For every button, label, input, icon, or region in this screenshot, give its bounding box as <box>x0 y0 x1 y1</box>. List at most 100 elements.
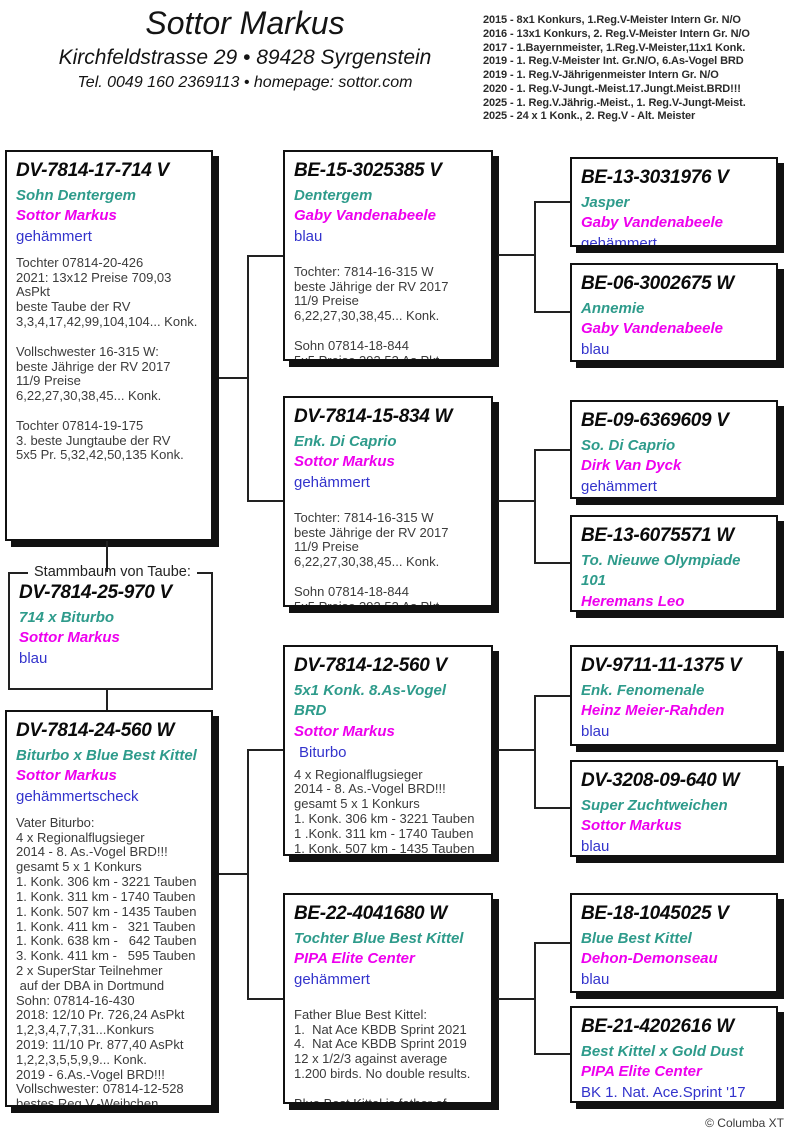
achievement-line: 2015 - 8x1 Konkurs, 1.Reg.V-Meister Inte… <box>483 14 741 26</box>
breeder-line: Sottor Markus <box>16 207 117 225</box>
results-text: Tochter: 7814-16-315 W beste Jährige der… <box>294 509 449 607</box>
achievement-line: 2025 - 24 x 1 Konk., 2. Reg.V - Alt. Mei… <box>483 110 696 123</box>
breeder-line: Dehon-Demonseau <box>581 950 718 968</box>
breeder-line: Sottor Markus <box>16 767 117 785</box>
ring-number: BE-06-3002675 W <box>581 273 734 294</box>
feather-line: gehämmert <box>581 478 657 496</box>
pedigree-box-dam-dam: BE-22-4041680 W Tochter Blue Best Kittel… <box>283 893 493 1104</box>
breeder-line: Heinz Meier-Rahden <box>581 702 725 720</box>
ring-number: BE-13-6075571 W <box>581 525 734 546</box>
feather-line: gehämmertscheck <box>16 788 139 806</box>
connector-line <box>498 749 535 751</box>
pedigree-box-dam-dam-sire: BE-18-1045025 V Blue Best Kittel Dehon-D… <box>570 893 778 993</box>
strain-line: Biturbo x Blue Best Kittel <box>16 746 197 764</box>
pedigree-box-dam: DV-7814-24-560 W Biturbo x Blue Best Kit… <box>5 710 213 1107</box>
connector-line <box>536 201 570 203</box>
loft-address: Kirchfeldstrasse 29 • 89428 Syrgenstein <box>58 46 432 70</box>
connector-line <box>536 311 570 313</box>
feather-line: blau <box>581 971 610 989</box>
strain-line: Tochter Blue Best Kittel <box>294 929 464 947</box>
feather-line: gehämmert <box>16 228 92 246</box>
pedigree-box-sire-sire: BE-15-3025385 V Dentergem Gaby Vandenabe… <box>283 150 493 361</box>
connector-line <box>106 690 108 710</box>
connector-line <box>498 998 535 1000</box>
ring-number: DV-7814-25-970 V <box>19 582 172 603</box>
pedigree-box-sire-dam-sire: BE-09-6369609 V So. Di Caprio Dirk Van D… <box>570 400 778 499</box>
pedigree-box-dam-dam-dam: BE-21-4202616 W Best Kittel x Gold Dust … <box>570 1006 778 1103</box>
ring-number: BE-13-3031976 V <box>581 167 729 188</box>
connector-line <box>534 695 536 809</box>
pedigree-box-sire-sire-sire: BE-13-3031976 V Jasper Gaby Vandenabeele… <box>570 157 778 247</box>
connector-line <box>536 1053 570 1055</box>
strain-line: Dentergem <box>294 186 373 204</box>
connector-line <box>247 255 249 502</box>
results-text: Vater Biturbo: 4 x Regionalflugsieger 20… <box>16 814 197 1107</box>
ring-number: BE-22-4041680 W <box>294 903 447 924</box>
connector-line <box>219 873 248 875</box>
pedigree-box-sire-sire-dam: BE-06-3002675 W Annemie Gaby Vandenabeel… <box>570 263 778 362</box>
achievement-line: 2019 - 1. Reg.V-Jährigenmeister Intern G… <box>483 69 719 81</box>
strain-line: Enk. Fenomenale <box>581 681 705 699</box>
breeder-line: Gaby Vandenabeele <box>294 207 437 225</box>
pedigree-box-dam-sire-sire: DV-9711-11-1375 V Enk. Fenomenale Heinz … <box>570 645 778 746</box>
feather-line: blau <box>581 838 610 856</box>
ring-number: BE-21-4202616 W <box>581 1016 734 1037</box>
connector-line <box>249 998 283 1000</box>
breeder-line: Sottor Markus <box>581 817 682 835</box>
ring-number: DV-7814-17-714 V <box>16 160 169 181</box>
breeder-line: Heremans Leo <box>581 593 685 611</box>
feather-line: gehämmert <box>581 235 657 247</box>
achievement-line: 2025 - 1. Reg.V.Jährig.-Meist., 1. Reg.V… <box>483 96 746 109</box>
results-text: 4 x Regionalflugsieger 2014 - 8. As.-Vog… <box>294 766 475 856</box>
strain-line: Blue Best Kittel <box>581 929 692 947</box>
strain-line: So. Di Caprio <box>581 436 676 454</box>
results-text: Father Blue Best Kittel: 1. Nat Ace KBDB… <box>294 1006 471 1104</box>
feather-line: BK 1. Nat. Ace.Sprint '17 <box>581 1084 746 1102</box>
ring-number: BE-15-3025385 V <box>294 160 442 181</box>
strain-line: 5x1 Konk. 8.As-Vogel BRD <box>294 681 446 720</box>
ring-number: DV-7814-24-560 W <box>16 720 175 741</box>
connector-line <box>534 942 536 1055</box>
achievement-line: 2017 - 1.Bayernmeister, 1.Reg.V-Meister,… <box>483 41 746 54</box>
root-box-label: Stammbaum von Taube: <box>28 564 197 580</box>
results-text: Tochter 07814-20-426 2021: 13x12 Preise … <box>16 254 198 463</box>
pedigree-box-dam-sire: DV-7814-12-560 V 5x1 Konk. 8.As-Vogel BR… <box>283 645 493 856</box>
connector-line <box>536 562 570 564</box>
connector-line <box>249 255 283 257</box>
pedigree-box-sire-dam-dam: BE-13-6075571 W To. Nieuwe Olympiade 101… <box>570 515 778 612</box>
feather-line: blau <box>294 228 323 246</box>
connector-line <box>219 377 248 379</box>
connector-line <box>536 942 570 944</box>
feather-line: Biturbo <box>299 743 347 761</box>
achievements-list: 2015 - 8x1 Konkurs, 1.Reg.V-Meister Inte… <box>483 14 797 124</box>
header: Sottor Markus Kirchfeldstrasse 29 • 8942… <box>0 5 490 92</box>
strain-line: Sohn Dentergem <box>16 186 137 204</box>
achievement-line: 2020 - 1. Reg.V-Jungt.-Meist.17.Jungt.Me… <box>483 82 741 95</box>
breeder-line: PIPA Elite Center <box>581 1063 702 1081</box>
connector-line <box>249 749 283 751</box>
results-text: Tochter: 7814-16-315 W beste Jährige der… <box>294 263 449 361</box>
ring-number: BE-18-1045025 V <box>581 903 729 924</box>
feather-line: blau <box>581 341 610 359</box>
strain-line: To. Nieuwe Olympiade 101 <box>581 551 741 590</box>
breeder-line: Sottor Markus <box>294 453 395 471</box>
ring-number: DV-9711-11-1375 V <box>581 655 742 676</box>
pedigree-box-sire: DV-7814-17-714 V Sohn Dentergem Sottor M… <box>5 150 213 541</box>
connector-line <box>536 807 570 809</box>
pedigree-box-dam-sire-dam: DV-3208-09-640 W Super Zuchtweichen Sott… <box>570 760 778 857</box>
connector-line <box>249 500 283 502</box>
strain-line: Annemie <box>581 299 645 317</box>
breeder-line: Sottor Markus <box>294 723 395 741</box>
achievement-line: 2019 - 1. Reg.V-Meister Int. Gr.N/O, 6.A… <box>483 55 744 68</box>
strain-line: Best Kittel x Gold Dust <box>581 1042 744 1060</box>
ring-number: DV-3208-09-640 W <box>581 770 740 791</box>
feather-line: gehämmert <box>294 971 370 989</box>
strain-line: Super Zuchtweichen <box>581 796 728 814</box>
connector-line <box>536 449 570 451</box>
ring-number: BE-09-6369609 V <box>581 410 729 431</box>
feather-line: blau <box>581 723 610 741</box>
connector-line <box>498 254 535 256</box>
connector-line <box>536 695 570 697</box>
connector-line <box>498 500 535 502</box>
